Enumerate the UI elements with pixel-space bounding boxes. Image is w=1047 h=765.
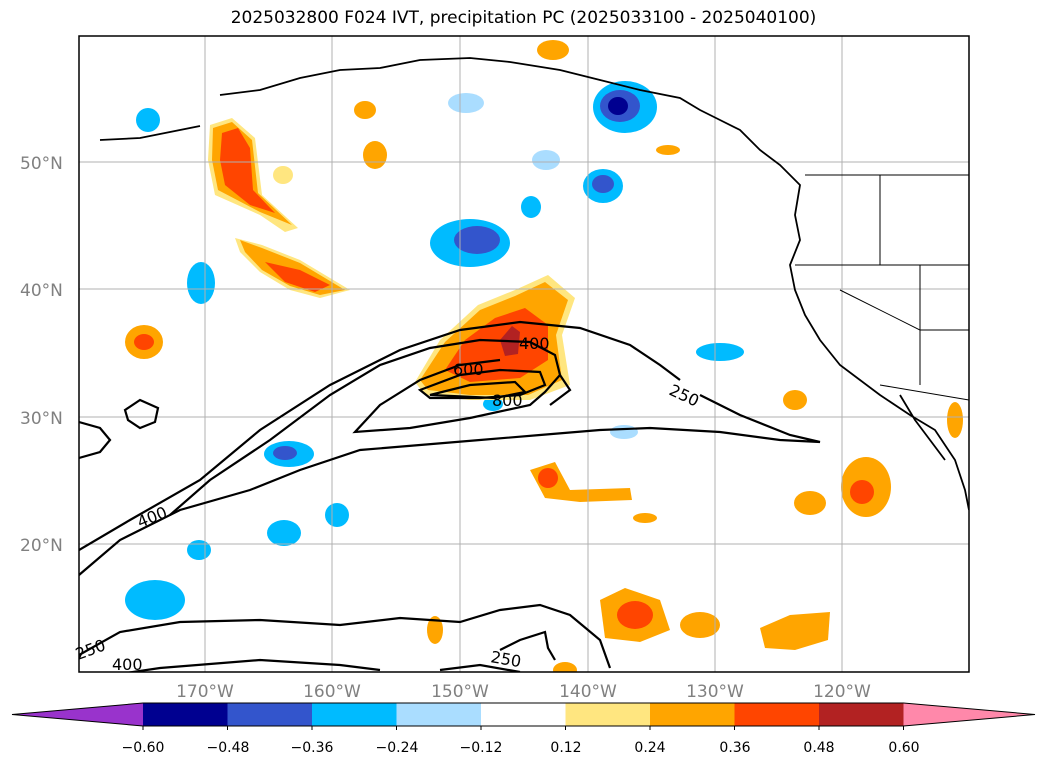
pos-anomaly-south-5: [553, 662, 577, 672]
cbar-label-7: 0.24: [634, 740, 665, 756]
contour-label-2: 600: [453, 360, 484, 379]
lat-label-20: 20°N: [20, 536, 63, 556]
cbar-label-8: 0.36: [719, 740, 750, 756]
cbar-label-1: −0.60: [122, 740, 165, 756]
neg-anomaly-m: [325, 503, 349, 527]
cbar-label-6: 0.12: [550, 740, 581, 756]
pos-anomaly-small-3: [273, 166, 293, 184]
neg-anomaly-e: [448, 93, 484, 113]
precip-anomaly-shading: [125, 40, 963, 672]
colorbar-segment: [565, 703, 651, 726]
contour-label-7: 400: [112, 655, 143, 674]
neg-anomaly-g-core: [273, 446, 297, 460]
neg-anomaly-a: [136, 108, 160, 132]
state-border-4: [919, 265, 969, 331]
ivt-contour-800: [429, 380, 528, 400]
pos-anomaly-subtropical-core: [538, 468, 558, 488]
ivt-contours: [79, 320, 821, 672]
latitude-labels: 50°N 40°N 30°N 20°N: [20, 154, 63, 556]
pos-anomaly-south-4: [427, 616, 443, 644]
pos-anomaly-ca-core: [850, 480, 874, 504]
baja-coast: [899, 394, 946, 461]
cbar-label-4: −0.24: [376, 740, 419, 756]
colorbar-segment: [312, 703, 397, 726]
ivt-contour-south-400: [125, 658, 521, 672]
pos-anomaly-south-1-core: [617, 601, 653, 629]
ivt-contour-closed-west: [123, 398, 160, 430]
neg-anomaly-l: [483, 397, 503, 411]
cbar-label-9: 0.48: [803, 740, 834, 756]
neg-anomaly-k: [610, 425, 638, 439]
pos-anomaly-small-4: [656, 145, 680, 155]
ivt-contour-250-main: [79, 320, 821, 576]
neg-anomaly-d: [532, 150, 560, 170]
ivt-contour-400-jet: [169, 338, 572, 516]
lat-label-40: 40°N: [20, 281, 63, 301]
colorbar-segment: [227, 703, 313, 726]
neg-anomaly-bc-core: [592, 175, 614, 193]
contour-label-1: 400: [519, 334, 550, 353]
colorbar-segment: [734, 703, 820, 726]
pos-anomaly-mid-1: [794, 491, 826, 515]
neg-anomaly-h: [267, 520, 301, 546]
alaska-coast: [99, 57, 969, 511]
colorbar: [11, 702, 1036, 730]
pos-anomaly-alaska-n: [537, 40, 569, 60]
us-mexico-border: [879, 384, 969, 401]
cbar-label-5: −0.12: [460, 740, 503, 756]
colorbar-extend-low: [12, 703, 143, 726]
gridlines: [79, 36, 969, 672]
neg-anomaly-f: [696, 343, 744, 361]
neg-anomaly-i: [187, 540, 211, 560]
ivt-contour-west-edge: [79, 420, 112, 460]
political-borders: [795, 174, 969, 401]
pos-anomaly-small-1: [363, 141, 387, 169]
colorbar-segment: [396, 703, 482, 726]
cbar-label-10: 0.60: [888, 740, 919, 756]
lon-label-120w: 120°W: [813, 682, 871, 702]
lon-label-140w: 140°W: [559, 682, 617, 702]
contour-label-3: 800: [492, 391, 523, 410]
neg-anomaly-c: [521, 196, 541, 218]
neg-anomaly-b: [187, 262, 215, 304]
lat-label-50: 50°N: [20, 154, 63, 174]
neg-anomaly-central-core: [454, 226, 500, 254]
colorbar-segment: [481, 703, 566, 726]
colorbar-segment: [819, 703, 904, 726]
ivt-contour-south-250: [79, 603, 612, 669]
lon-label-160w: 160°W: [303, 682, 361, 702]
ivt-contour-600: [417, 368, 547, 400]
lon-label-150w: 150°W: [431, 682, 489, 702]
lon-label-170w: 170°W: [176, 682, 234, 702]
pos-anomaly-small-5: [783, 390, 807, 410]
colorbar-tick-labels: −0.60 −0.48 −0.36 −0.24 −0.12 0.12 0.24 …: [122, 740, 920, 756]
lat-label-30: 30°N: [20, 409, 63, 429]
map-title: 2025032800 F024 IVT, precipitation PC (2…: [230, 8, 817, 28]
neg-anomaly-j: [125, 580, 185, 620]
pos-anomaly-small-2: [354, 101, 376, 119]
cbar-label-3: −0.36: [291, 740, 334, 756]
colorbar-extend-high: [903, 703, 1035, 726]
coastline: [99, 57, 969, 511]
map-frame: [78, 35, 970, 673]
pos-anomaly-north-band-red: [265, 262, 330, 292]
longitude-labels: 170°W 160°W 150°W 140°W 130°W 120°W: [176, 682, 871, 702]
lon-label-130w: 130°W: [686, 682, 744, 702]
cbar-label-2: −0.48: [207, 740, 250, 756]
pos-anomaly-mid-2: [633, 513, 657, 523]
pos-anomaly-south-3: [760, 612, 830, 650]
colorbar-segment: [650, 703, 735, 726]
neg-anomaly-gulf-alaska-core: [608, 97, 628, 115]
colorbar-segment: [143, 703, 228, 726]
pos-anomaly-baja: [947, 402, 963, 438]
pos-anomaly-south-2: [680, 612, 720, 638]
pos-anomaly-west-core: [134, 334, 154, 350]
pos-anomaly-aleutian-red: [220, 128, 275, 213]
